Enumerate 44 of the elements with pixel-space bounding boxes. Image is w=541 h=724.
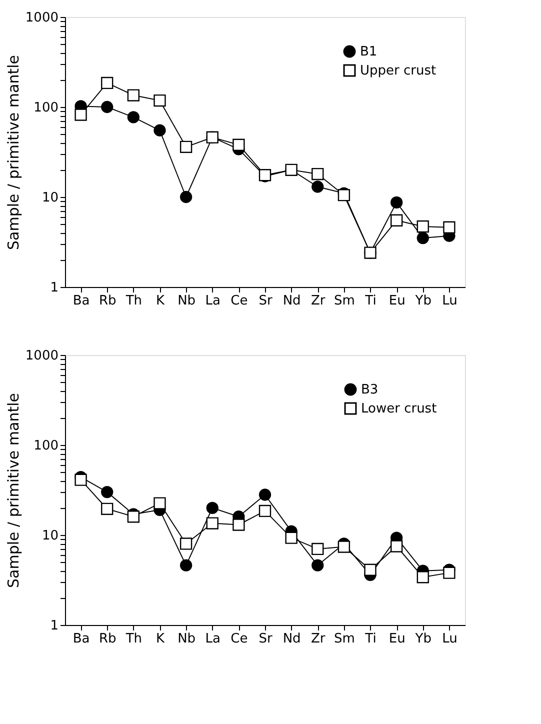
x-tick-label: K (156, 632, 165, 646)
x-tick-label: Ba (72, 294, 90, 308)
x-tick-label: K (156, 294, 165, 308)
x-tick-label: La (205, 294, 220, 308)
x-tick-label: Lu (442, 294, 458, 308)
legend-label: Lower crust (361, 402, 437, 416)
x-tick-label: Th (124, 632, 142, 646)
x-tick-label: Nd (282, 632, 301, 646)
y-tick-label: 1000 (25, 348, 58, 364)
x-tick-label: Nd (282, 294, 301, 308)
x-tick-label: Rb (98, 294, 116, 308)
x-tick-label: La (205, 632, 220, 646)
x-tick-label: Ba (72, 632, 90, 646)
x-tick-label: Th (124, 294, 142, 308)
y-tick-label: 1 (50, 618, 58, 634)
y-tick-label: 100 (34, 438, 58, 454)
y-tick-label: 100 (34, 100, 58, 116)
x-tick-label: Ti (364, 294, 376, 308)
x-tick-label: Sm (334, 632, 355, 646)
x-tick-label: Yb (414, 632, 432, 646)
x-tick-label: Nb (178, 294, 196, 308)
x-tick-label: Ti (364, 632, 376, 646)
legend-label: B1 (360, 44, 378, 60)
x-tick-label: Sm (334, 294, 355, 308)
y-tick-label: 10 (42, 190, 58, 206)
y-axis-title: Sample / primitive mantle (4, 393, 22, 588)
x-tick-label: Eu (388, 294, 406, 308)
x-tick-label: Lu (442, 632, 458, 646)
legend-label: B3 (361, 382, 378, 398)
x-tick-label: Sr (258, 632, 273, 646)
x-tick-label: Sr (258, 294, 273, 308)
y-tick-label: 1000 (25, 10, 58, 26)
x-tick-label: Nb (178, 632, 196, 646)
x-tick-label: Zr (311, 632, 326, 646)
y-tick-label: 10 (42, 528, 58, 544)
x-tick-label: Yb (414, 294, 432, 308)
legend-label: Upper crust (360, 64, 436, 78)
x-tick-label: Ce (230, 632, 248, 646)
x-tick-label: Rb (98, 632, 116, 646)
y-axis-title: Sample / primitive mantle (4, 55, 22, 250)
x-tick-label: Ce (230, 294, 248, 308)
x-tick-label: Eu (388, 632, 406, 646)
y-tick-label: 1 (50, 280, 58, 296)
x-tick-label: Zr (311, 294, 326, 308)
